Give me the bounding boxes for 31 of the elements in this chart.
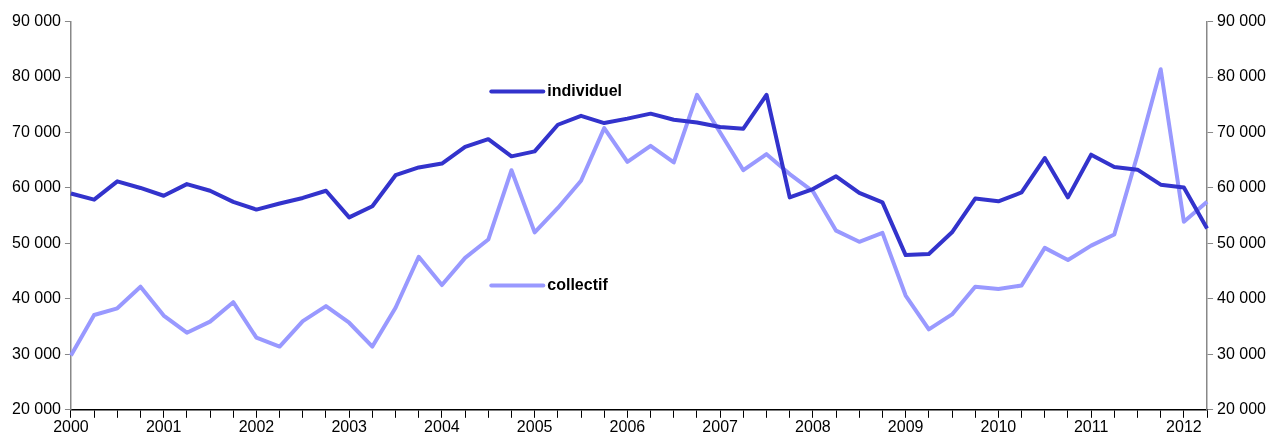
- y2-tick-label: 60 000: [1217, 178, 1267, 196]
- y2-tick-label: 90 000: [1217, 12, 1267, 30]
- x-tick-label: 2009: [887, 417, 924, 435]
- x-tick-label: 2007: [702, 417, 739, 435]
- y2-tick-label: 70 000: [1217, 122, 1267, 140]
- x-tick-label: 2002: [238, 417, 275, 435]
- y-tick-label: 90 000: [12, 12, 62, 30]
- y-tick-label: 50 000: [12, 233, 62, 251]
- y2-tick-label: 20 000: [1217, 400, 1267, 418]
- y-tick-label: 20 000: [12, 400, 62, 418]
- x-tick-label: 2008: [795, 417, 831, 435]
- y2-tick-label: 40 000: [1217, 289, 1267, 307]
- y-tick-label: 60 000: [12, 178, 62, 196]
- x-tick-label: 2006: [609, 417, 646, 435]
- y-tick-label: 30 000: [12, 344, 62, 362]
- legend-label: collectif: [547, 275, 609, 293]
- y2-tick-label: 30 000: [1217, 344, 1267, 362]
- x-tick-label: 2004: [424, 417, 460, 435]
- y-tick-label: 80 000: [12, 67, 62, 85]
- x-tick-label: 2001: [145, 417, 182, 435]
- y2-tick-label: 50 000: [1217, 233, 1267, 251]
- x-tick-label: 2005: [516, 417, 553, 435]
- x-tick-label: 2011: [1073, 417, 1109, 435]
- y-tick-label: 70 000: [12, 122, 62, 140]
- x-tick-label: 2003: [331, 417, 368, 435]
- y2-tick-label: 80 000: [1217, 67, 1267, 85]
- legend-label: individuel: [547, 81, 622, 99]
- y-tick-label: 40 000: [12, 289, 62, 307]
- x-tick-label: 2010: [980, 417, 1017, 435]
- x-tick-label: 2000: [53, 417, 89, 435]
- x-tick-label: 2012: [1166, 417, 1202, 435]
